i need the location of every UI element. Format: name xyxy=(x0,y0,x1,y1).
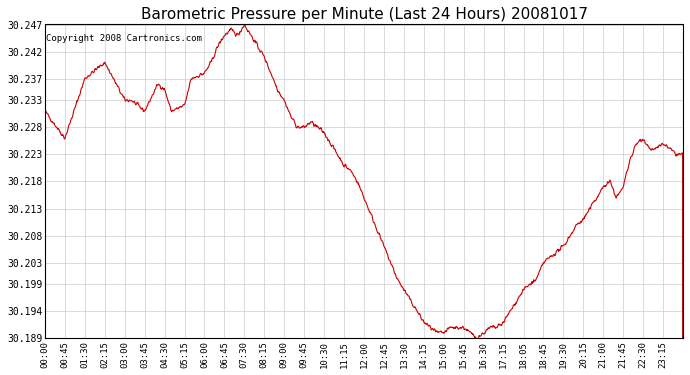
Text: Copyright 2008 Cartronics.com: Copyright 2008 Cartronics.com xyxy=(46,34,202,43)
Title: Barometric Pressure per Minute (Last 24 Hours) 20081017: Barometric Pressure per Minute (Last 24 … xyxy=(141,7,587,22)
